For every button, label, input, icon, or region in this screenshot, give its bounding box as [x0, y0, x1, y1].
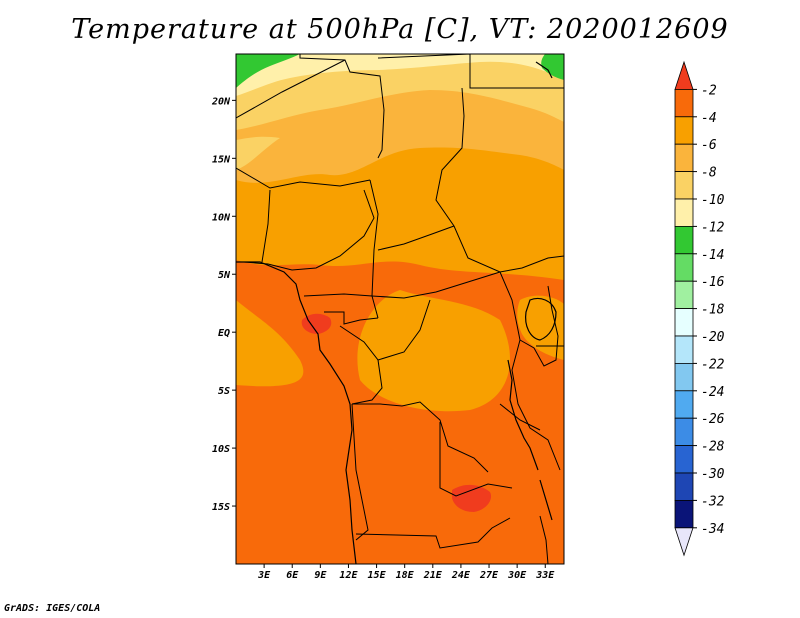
colorbar-bottom-arrow: [674, 527, 694, 557]
field-band-minus6: [299, 204, 349, 236]
colorbar-swatch: [674, 335, 694, 364]
colorbar-swatch: [674, 362, 694, 392]
colorbar-label: -28: [701, 440, 725, 455]
colorbar-swatch: [674, 225, 694, 255]
lat-label: 20N: [211, 96, 231, 107]
lat-label: 15S: [212, 502, 230, 513]
colorbar-swatch: [674, 280, 694, 310]
field-band-minus2: [452, 484, 492, 512]
lon-label: 12E: [339, 570, 358, 581]
colorbar-swatch: [674, 198, 694, 227]
colorbar-swatch: [674, 89, 694, 118]
lon-label: 24E: [451, 570, 471, 581]
latitude-axis: 20N 15N 10N 5N EQ 5S 10S 15S: [211, 96, 236, 513]
colorbar-swatch: [674, 143, 694, 172]
longitude-axis: 3E 6E 9E 12E 15E 18E 21E 24E 27E 30E 33E: [257, 564, 555, 581]
colorbar-swatch: [674, 390, 694, 419]
coastline: [236, 61, 557, 564]
field-band-minus2: [301, 313, 332, 334]
lon-label: 9E: [314, 570, 327, 581]
field-band-minus12: [236, 54, 564, 96]
colorbar-label: -16: [701, 275, 725, 290]
temperature-field: [236, 54, 564, 564]
colorbar-swatch: [674, 116, 694, 145]
colorbar-label: -14: [701, 248, 724, 263]
colorbar-label: -26: [701, 412, 725, 427]
colorbar-swatch: [674, 472, 694, 501]
colorbar-label: -12: [701, 220, 725, 235]
field-band-minus10: [236, 54, 564, 170]
lat-label: 10S: [212, 444, 230, 455]
colorbar-swatch: [674, 171, 694, 200]
lon-label: 21E: [423, 570, 443, 581]
field-band-minus14: [541, 54, 564, 80]
colorbar-label: -10: [701, 193, 725, 208]
colorbar-label: -34: [701, 522, 724, 537]
colorbar-label: -4: [701, 111, 717, 126]
colorbar-label: -18: [701, 303, 725, 318]
lon-label: 6E: [286, 570, 299, 581]
field-band-minus14: [236, 54, 300, 88]
colorbar-label: -22: [701, 357, 725, 372]
lon-label: 15E: [368, 570, 387, 581]
colorbar-label: -8: [701, 166, 717, 181]
credit-text: GrADS: IGES/COLA: [4, 603, 101, 614]
colorbar-swatch: [674, 417, 694, 447]
colorbar-top-arrow: [674, 60, 694, 90]
colorbar-label: -6: [701, 138, 717, 153]
colorbar-label: -32: [701, 494, 725, 509]
lat-label: 15N: [212, 154, 231, 165]
colorbar-swatch: [674, 308, 694, 337]
lat-label: 10N: [212, 212, 231, 223]
colorbar-swatch: [674, 253, 694, 282]
lon-label: 3E: [257, 570, 271, 581]
colorbar-swatch: [674, 445, 694, 474]
colorbar-label: -2: [701, 83, 717, 98]
lat-label: EQ: [218, 328, 230, 339]
colorbar-swatch: [674, 499, 694, 529]
lat-label: 5S: [218, 386, 230, 397]
country-borders: [236, 54, 564, 564]
map-title: Temperature at 500hPa [C], VT: 202001260…: [71, 14, 729, 45]
colorbar-label: -30: [701, 467, 725, 482]
lat-label: 5N: [218, 270, 231, 281]
lon-label: 30E: [507, 570, 527, 581]
colorbar-label: -20: [701, 330, 725, 345]
plot-frame: [235, 53, 565, 565]
lon-label: 27E: [479, 570, 499, 581]
lon-label: 18E: [396, 570, 415, 581]
lon-label: 33E: [535, 570, 555, 581]
colorbar: -2 -4 -6 -8 -10 -12 -14 -16 -18 -20 -22 -24 -26 -28 -3…: [674, 60, 725, 557]
colorbar-label: -24: [701, 385, 724, 400]
